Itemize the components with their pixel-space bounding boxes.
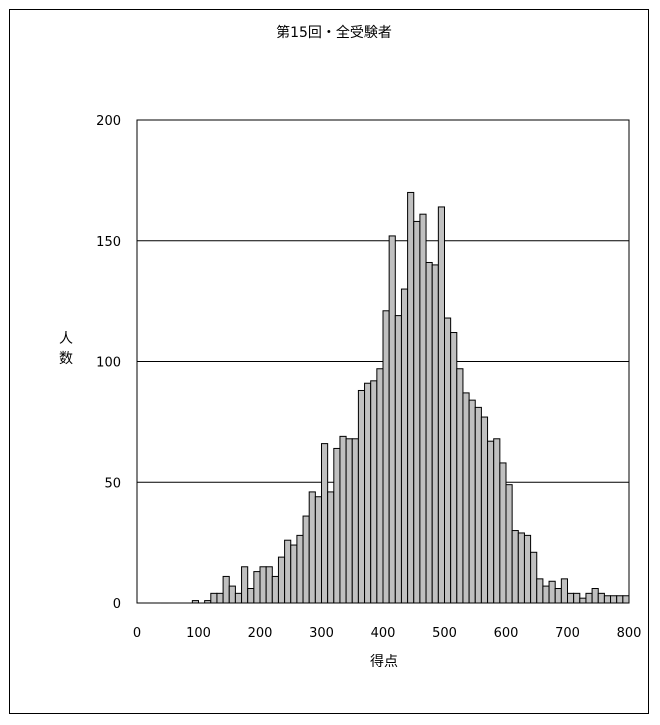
plot-area	[136, 119, 630, 604]
x-tick-label: 100	[186, 626, 211, 641]
histogram-bar	[296, 534, 304, 604]
histogram-bar	[400, 288, 409, 604]
histogram-bar	[388, 235, 396, 604]
histogram-bar	[487, 440, 495, 604]
x-tick-label: 600	[494, 626, 519, 641]
x-tick-label: 200	[248, 626, 273, 641]
x-tick-label: 500	[432, 626, 457, 641]
histogram-bar	[622, 595, 630, 604]
y-tick-label: 0	[113, 597, 121, 612]
y-tick-label: 150	[96, 235, 121, 250]
y-axis-label-char-2: 数	[59, 351, 73, 367]
histogram-bar	[241, 566, 249, 604]
histogram-bar	[505, 484, 513, 604]
histogram-bar	[364, 382, 372, 604]
histogram-bar	[444, 317, 452, 604]
histogram-bar	[603, 595, 612, 604]
histogram-bar	[314, 496, 323, 604]
y-axis-label-char-1: 人	[59, 331, 73, 347]
histogram-bar	[327, 491, 335, 604]
histogram-bar	[554, 588, 562, 604]
bars	[161, 191, 630, 604]
histogram-bar	[370, 380, 378, 604]
histogram-bar	[450, 332, 458, 604]
histogram-bar	[419, 213, 427, 604]
histogram-bar	[530, 551, 538, 604]
chart-title: 第15回・全受験者	[276, 24, 392, 41]
histogram-bar	[437, 206, 446, 604]
histogram-bar	[271, 575, 279, 604]
histogram-bar	[265, 566, 273, 604]
histogram-bar	[468, 399, 476, 604]
histogram-bar	[474, 406, 482, 604]
histogram-bar	[351, 438, 359, 604]
histogram-bar	[302, 515, 310, 604]
histogram-bar	[339, 435, 347, 604]
histogram-bar	[277, 556, 286, 604]
histogram-bar	[579, 597, 587, 604]
y-tick-label: 50	[104, 476, 121, 491]
histogram-bar	[542, 585, 550, 604]
histogram-bar	[234, 592, 243, 604]
histogram-bar	[499, 462, 507, 604]
histogram-bar	[567, 592, 575, 604]
histogram-bar	[394, 315, 402, 604]
histogram-bar	[247, 588, 255, 604]
histogram-bar	[228, 585, 236, 604]
histogram-bar	[462, 392, 470, 604]
histogram-bar	[523, 534, 532, 604]
x-tick-label: 0	[133, 626, 141, 641]
histogram-bar	[382, 310, 390, 604]
histogram-bar	[511, 530, 519, 604]
histogram-bar	[216, 592, 224, 604]
histogram-bar	[425, 261, 433, 604]
histogram-bar	[431, 264, 439, 604]
histogram-bar	[321, 443, 329, 604]
histogram-bar	[610, 595, 618, 604]
histogram-bar	[493, 438, 501, 604]
histogram-bar	[548, 580, 556, 604]
x-tick-label: 700	[555, 626, 580, 641]
x-axis-ticks: 0 100 200 300 400 500 600 700 800	[133, 626, 642, 641]
histogram-bar	[308, 491, 316, 604]
histogram-bar	[616, 595, 624, 604]
histogram-bar	[259, 566, 267, 604]
histogram-bar	[222, 575, 230, 604]
histogram-bar	[210, 592, 218, 604]
x-tick-label: 300	[309, 626, 334, 641]
histogram-bar	[517, 532, 525, 604]
histogram-bar	[480, 416, 489, 604]
y-tick-label: 100	[96, 356, 121, 371]
histogram-bar	[591, 588, 599, 604]
x-tick-label: 800	[617, 626, 642, 641]
histogram-bar	[585, 592, 593, 604]
histogram-bar	[407, 191, 415, 604]
histogram-bar	[284, 539, 292, 604]
y-axis-ticks: 0 50 100 150 200	[96, 114, 121, 612]
histogram-bar	[333, 447, 341, 604]
histogram-bar	[536, 578, 544, 604]
histogram-bar	[413, 220, 421, 604]
histogram-bar	[597, 592, 605, 604]
histogram-bar	[290, 544, 298, 604]
histogram-bar	[560, 578, 568, 604]
histogram-bar	[253, 571, 261, 604]
histogram-bar	[376, 368, 384, 604]
histogram-bar	[573, 592, 581, 604]
y-tick-label: 200	[96, 114, 121, 129]
x-axis-label: 得点	[370, 653, 398, 670]
histogram-bar	[357, 389, 366, 604]
histogram-bar	[345, 438, 353, 604]
histogram-bar	[456, 368, 464, 604]
x-tick-label: 400	[371, 626, 396, 641]
